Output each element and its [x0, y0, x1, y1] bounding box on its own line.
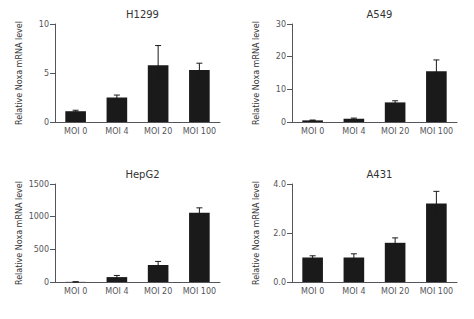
svg-text:MOI 100: MOI 100 [420, 287, 453, 296]
svg-text:10: 10 [39, 20, 49, 29]
svg-text:MOI 4: MOI 4 [342, 127, 365, 136]
svg-text:0: 0 [44, 118, 49, 127]
svg-text:1500: 1500 [29, 180, 49, 189]
svg-text:20: 20 [276, 52, 286, 61]
svg-text:10: 10 [276, 85, 286, 94]
svg-text:MOI 100: MOI 100 [183, 287, 216, 296]
svg-text:MOI 100: MOI 100 [183, 127, 216, 136]
svg-text:2.0: 2.0 [273, 229, 286, 238]
svg-text:30: 30 [276, 20, 286, 29]
svg-text:0: 0 [281, 118, 286, 127]
svg-text:H1299: H1299 [126, 9, 159, 20]
svg-text:MOI 4: MOI 4 [342, 287, 365, 296]
svg-text:MOI 20: MOI 20 [381, 287, 409, 296]
svg-text:HepG2: HepG2 [125, 169, 159, 180]
svg-text:MOI 0: MOI 0 [301, 127, 324, 136]
svg-text:0.0: 0.0 [273, 278, 286, 287]
svg-text:MOI 20: MOI 20 [144, 127, 172, 136]
svg-text:MOI 100: MOI 100 [420, 127, 453, 136]
svg-text:A431: A431 [367, 169, 393, 180]
svg-text:MOI 20: MOI 20 [144, 287, 172, 296]
svg-text:MOI 0: MOI 0 [64, 287, 87, 296]
svg-text:MOI 4: MOI 4 [105, 127, 128, 136]
svg-text:4.0: 4.0 [273, 180, 286, 189]
svg-text:500: 500 [34, 245, 49, 254]
svg-text:Relative Noxa mRNA level: Relative Noxa mRNA level [15, 21, 24, 125]
svg-text:MOI 0: MOI 0 [301, 287, 324, 296]
svg-text:1000: 1000 [29, 212, 49, 221]
svg-text:0: 0 [44, 278, 49, 287]
svg-text:MOI 20: MOI 20 [381, 127, 409, 136]
svg-text:MOI 4: MOI 4 [105, 287, 128, 296]
svg-text:Relative Noxa mRNA level: Relative Noxa mRNA level [252, 21, 261, 125]
svg-text:A549: A549 [367, 9, 393, 20]
svg-text:Relative Noxa mRNA level: Relative Noxa mRNA level [252, 181, 261, 285]
svg-text:MOI 0: MOI 0 [64, 127, 87, 136]
svg-text:5: 5 [44, 69, 49, 78]
svg-text:Relative Noxa mRNA level: Relative Noxa mRNA level [15, 181, 24, 285]
